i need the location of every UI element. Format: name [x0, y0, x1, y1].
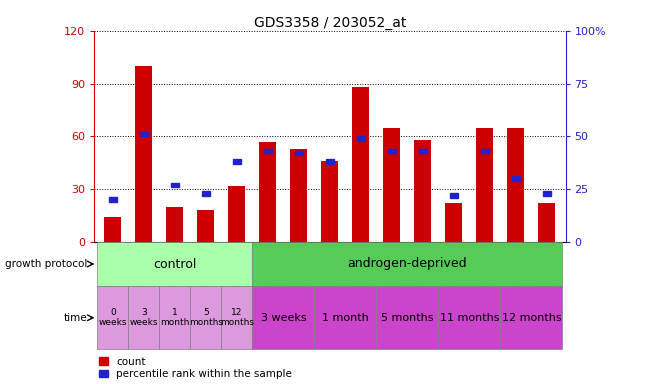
Bar	[357, 136, 365, 141]
Text: androgen-deprived: androgen-deprived	[348, 258, 467, 270]
Bar	[481, 149, 489, 153]
Bar	[228, 185, 246, 242]
Text: 0
weeks: 0 weeks	[99, 308, 127, 328]
Bar	[233, 159, 240, 164]
Bar	[512, 176, 519, 181]
Bar	[450, 193, 458, 198]
Bar	[376, 286, 438, 349]
Bar	[159, 286, 190, 349]
Bar	[476, 127, 493, 242]
Bar	[166, 207, 183, 242]
Bar	[295, 151, 303, 156]
Bar	[98, 242, 252, 286]
Text: 3
weeks: 3 weeks	[129, 308, 158, 328]
Bar	[538, 203, 555, 242]
Bar	[128, 286, 159, 349]
Bar	[352, 87, 369, 242]
Text: 11 months: 11 months	[439, 313, 499, 323]
Bar	[321, 161, 339, 242]
Bar	[264, 149, 272, 153]
Bar	[419, 149, 426, 153]
Bar	[500, 286, 562, 349]
Bar	[326, 159, 333, 164]
Text: time: time	[64, 313, 88, 323]
Text: 12
months: 12 months	[220, 308, 254, 328]
Bar	[445, 203, 462, 242]
Bar	[252, 286, 315, 349]
Bar	[140, 132, 148, 136]
Bar	[109, 197, 116, 202]
Bar	[222, 286, 252, 349]
Bar	[508, 127, 525, 242]
Text: control: control	[153, 258, 196, 270]
Title: GDS3358 / 203052_at: GDS3358 / 203052_at	[254, 16, 406, 30]
Text: 3 weeks: 3 weeks	[261, 313, 306, 323]
Bar	[171, 183, 179, 187]
Bar	[259, 142, 276, 242]
Bar	[543, 191, 551, 195]
Bar	[384, 127, 400, 242]
Text: 5
months: 5 months	[189, 308, 223, 328]
Bar	[202, 191, 209, 195]
Text: 1 month: 1 month	[322, 313, 369, 323]
Bar	[388, 149, 396, 153]
Bar	[414, 140, 432, 242]
Bar	[291, 149, 307, 242]
Bar	[190, 286, 222, 349]
Text: 12 months: 12 months	[502, 313, 561, 323]
Legend: count, percentile rank within the sample: count, percentile rank within the sample	[99, 357, 292, 379]
Text: 1
month: 1 month	[160, 308, 190, 328]
Bar	[438, 286, 500, 349]
Bar	[98, 286, 128, 349]
Bar	[252, 242, 562, 286]
Text: 5 months: 5 months	[381, 313, 434, 323]
Bar	[315, 286, 376, 349]
Bar	[135, 66, 152, 242]
Text: growth protocol: growth protocol	[5, 259, 88, 269]
Bar	[105, 217, 122, 242]
Bar	[198, 210, 214, 242]
